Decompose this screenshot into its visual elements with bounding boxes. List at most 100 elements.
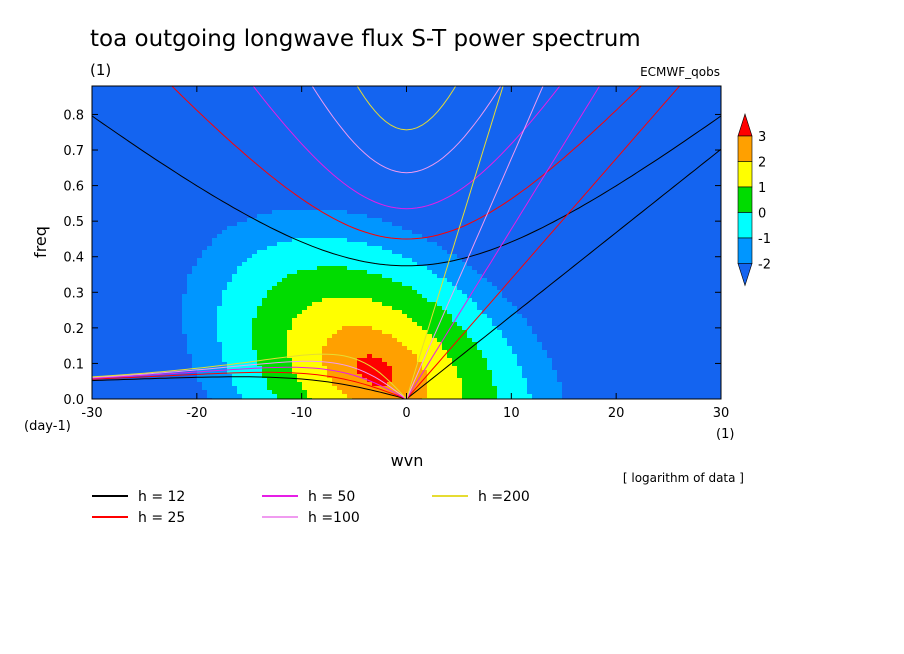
heatmap-cell [92, 110, 98, 115]
heatmap-cell [247, 198, 253, 203]
heatmap-cell [387, 214, 393, 219]
heatmap-cell [282, 266, 288, 271]
heatmap-cell [357, 198, 363, 203]
heatmap-cell [387, 138, 393, 143]
heatmap-cell [97, 154, 103, 159]
heatmap-cell [327, 294, 333, 299]
heatmap-cell [312, 338, 318, 343]
heatmap-cell [117, 218, 123, 223]
heatmap-cell [112, 162, 118, 167]
heatmap-cell [402, 238, 408, 243]
heatmap-cell [287, 394, 293, 399]
heatmap-cell [207, 146, 213, 151]
heatmap-cell [147, 326, 153, 331]
heatmap-cell [307, 318, 313, 323]
heatmap-cell [147, 118, 153, 123]
heatmap-cell [142, 386, 148, 391]
heatmap-cell [392, 314, 398, 319]
heatmap-cell [297, 170, 303, 175]
heatmap-cell [397, 334, 403, 339]
heatmap-cell [242, 190, 248, 195]
heatmap-cell [337, 274, 343, 279]
heatmap-cell [352, 98, 358, 103]
heatmap-cell [267, 322, 273, 327]
heatmap-cell [282, 314, 288, 319]
heatmap-cell [372, 138, 378, 143]
heatmap-cell [217, 394, 223, 399]
heatmap-cell [167, 246, 173, 251]
heatmap-cell [167, 314, 173, 319]
heatmap-cell [327, 150, 333, 155]
heatmap-cell [287, 302, 293, 307]
heatmap-cell [107, 302, 113, 307]
heatmap-cell [362, 90, 368, 95]
heatmap-cell [162, 98, 168, 103]
heatmap-cell [127, 242, 133, 247]
heatmap-cell [202, 202, 208, 207]
heatmap-cell [252, 234, 258, 239]
heatmap-cell [297, 130, 303, 135]
heatmap-cell [287, 378, 293, 383]
heatmap-cell [227, 394, 233, 399]
heatmap-cell [277, 90, 283, 95]
heatmap-cell [322, 222, 328, 227]
heatmap-cell [232, 338, 238, 343]
heatmap-cell [232, 294, 238, 299]
heatmap-cell [317, 258, 323, 263]
heatmap-cell [392, 194, 398, 199]
heatmap-cell [407, 150, 413, 155]
heatmap-cell [197, 174, 203, 179]
heatmap-cell [252, 374, 258, 379]
heatmap-cell [132, 158, 138, 163]
heatmap-cell [267, 130, 273, 135]
heatmap-cell [202, 354, 208, 359]
heatmap-cell [322, 206, 328, 211]
heatmap-cell [172, 214, 178, 219]
heatmap-cell [117, 366, 123, 371]
heatmap-cell [172, 346, 178, 351]
heatmap-cell [382, 378, 388, 383]
heatmap-cell [252, 310, 258, 315]
heatmap-cell [207, 202, 213, 207]
heatmap-cell [242, 138, 248, 143]
heatmap-cell [202, 110, 208, 115]
heatmap-cell [177, 354, 183, 359]
heatmap-cell [192, 86, 198, 91]
heatmap-cell [362, 286, 368, 291]
heatmap-cell [327, 162, 333, 167]
heatmap-cell [137, 162, 143, 167]
heatmap-cell [357, 166, 363, 171]
heatmap-cell [132, 122, 138, 127]
heatmap-cell [397, 346, 403, 351]
heatmap-cell [117, 274, 123, 279]
heatmap-cell [277, 354, 283, 359]
heatmap-cell [92, 178, 98, 183]
heatmap-cell [287, 294, 293, 299]
heatmap-cell [292, 306, 298, 311]
heatmap-cell [292, 274, 298, 279]
heatmap-cell [362, 258, 368, 263]
heatmap-cell [327, 322, 333, 327]
heatmap-cell [362, 294, 368, 299]
heatmap-cell [202, 218, 208, 223]
heatmap-cell [207, 258, 213, 263]
heatmap-cell [267, 310, 273, 315]
heatmap-cell [107, 334, 113, 339]
heatmap-cell [212, 138, 218, 143]
heatmap-cell [317, 206, 323, 211]
heatmap-cell [402, 194, 408, 199]
heatmap-cell [212, 150, 218, 155]
heatmap-cell [167, 218, 173, 223]
heatmap-cell [197, 102, 203, 107]
heatmap-cell [397, 150, 403, 155]
heatmap-cell [212, 178, 218, 183]
heatmap-cell [307, 210, 313, 215]
heatmap-cell [217, 346, 223, 351]
heatmap-cell [127, 198, 133, 203]
heatmap-cell [272, 202, 278, 207]
heatmap-cell [192, 286, 198, 291]
heatmap-cell [337, 246, 343, 251]
heatmap-cell [217, 274, 223, 279]
heatmap-cell [282, 326, 288, 331]
heatmap-cell [392, 202, 398, 207]
